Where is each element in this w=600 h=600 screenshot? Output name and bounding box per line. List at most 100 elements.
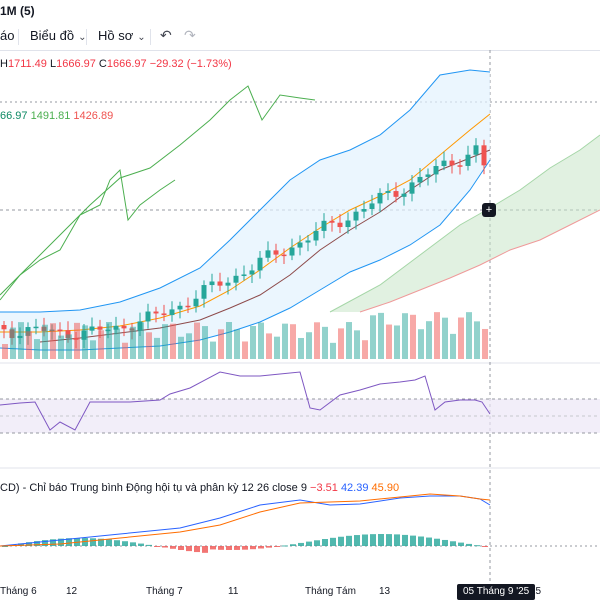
- close-value: 1666.97: [106, 58, 147, 70]
- candle-body: [481, 145, 487, 166]
- low-value: 1666.97: [56, 58, 96, 70]
- price-chart[interactable]: [0, 50, 600, 584]
- macd-histogram-bar: [202, 546, 208, 553]
- macd-histogram-bar: [242, 546, 248, 550]
- macd-histogram-bar: [2, 546, 8, 547]
- volume-bar: [290, 324, 296, 359]
- candle-body: [217, 281, 223, 286]
- macd-histogram-bar: [290, 544, 296, 546]
- candle-body: [457, 165, 463, 167]
- chart-type-label: Biểu đồ: [30, 28, 75, 43]
- profile-button[interactable]: Hồ sơ ⌄: [98, 28, 146, 43]
- volume-bar: [378, 312, 384, 359]
- ohlc-legend: H1711.49 L1666.97 C1666.97 −29.32 (−1.73…: [0, 58, 232, 70]
- x-axis-label: 11: [228, 586, 239, 597]
- volume-bar: [386, 324, 392, 359]
- macd-histogram-bar: [234, 546, 240, 550]
- candle-body: [273, 250, 279, 255]
- macd-histogram: [2, 534, 488, 553]
- volume-bar: [234, 329, 240, 359]
- profile-label: Hồ sơ: [98, 28, 134, 43]
- toolbar-partial-item[interactable]: áo: [0, 28, 15, 43]
- candle-body: [161, 313, 167, 316]
- candle-body: [345, 220, 351, 228]
- ma-value-1: 66.97: [0, 110, 28, 122]
- volume-bar: [82, 325, 88, 359]
- macd-histogram-bar: [26, 542, 32, 546]
- candle-body: [145, 311, 151, 322]
- candle-body: [393, 191, 399, 197]
- macd-legend-title: CD) - Chỉ báo Trung bình Động hội tụ và …: [0, 482, 239, 494]
- x-axis-label: Tháng 7: [146, 586, 183, 597]
- volume-bar: [330, 342, 336, 359]
- candle-body: [369, 203, 375, 210]
- candle-body: [417, 176, 423, 183]
- chikou-span: [0, 85, 316, 296]
- volume-bar: [450, 333, 456, 359]
- volume-bar: [402, 313, 408, 359]
- chevron-down-icon: ⌄: [78, 32, 87, 43]
- macd-histogram-bar: [394, 534, 400, 546]
- chart-type-button[interactable]: Biểu đồ ⌄: [30, 28, 86, 43]
- volume-bar: [202, 326, 208, 359]
- candle-body: [57, 329, 63, 332]
- macd-histogram-bar: [178, 546, 184, 551]
- macd-histogram-bar: [34, 541, 40, 546]
- volume-bar: [314, 322, 320, 359]
- volume-bar: [466, 312, 472, 359]
- high-label: H: [0, 58, 8, 70]
- macd-histogram-bar: [362, 534, 368, 546]
- macd-histogram-bar: [306, 541, 312, 546]
- macd-histogram-bar: [98, 538, 104, 546]
- volume-bar: [42, 324, 48, 359]
- crosshair-add-button[interactable]: +: [482, 203, 496, 217]
- redo-icon[interactable]: ↷: [184, 27, 196, 43]
- macd-histogram-bar: [194, 546, 200, 553]
- volume-bar: [346, 322, 352, 359]
- volume-bar: [266, 333, 272, 359]
- macd-hist-value: −3.51: [310, 482, 338, 494]
- macd-histogram-bar: [314, 540, 320, 546]
- macd-histogram-bar: [170, 546, 176, 549]
- candle-body: [113, 325, 119, 330]
- volume-bar: [418, 329, 424, 359]
- volume-bar: [2, 344, 8, 359]
- volume-bar: [186, 333, 192, 359]
- toolbar-separator: [86, 29, 87, 45]
- macd-histogram-bar: [434, 538, 440, 546]
- ma-value-3: 1426.89: [73, 110, 114, 122]
- macd-histogram-bar: [338, 536, 344, 546]
- undo-icon[interactable]: ↶: [160, 27, 172, 43]
- ma-value-2: 1491.81: [30, 110, 71, 122]
- macd-histogram-bar: [426, 537, 432, 546]
- macd-histogram-bar: [274, 546, 280, 547]
- volume-bar: [154, 337, 160, 359]
- volume-bar: [362, 340, 368, 359]
- volume-bar: [106, 322, 112, 359]
- macd-value: 42.39: [340, 482, 369, 494]
- macd-histogram-bar: [346, 535, 352, 546]
- candle-body: [169, 309, 175, 316]
- x-axis-label: 13: [379, 586, 391, 597]
- volume-bar: [138, 322, 144, 359]
- volume-bar: [162, 324, 168, 359]
- macd-histogram-bar: [162, 546, 168, 548]
- candle-body: [1, 325, 7, 330]
- candle-body: [281, 254, 287, 257]
- volume-bar: [26, 331, 32, 359]
- volume-bar: [130, 326, 136, 359]
- candle-body: [225, 282, 231, 286]
- candle-body: [409, 182, 415, 194]
- macd-histogram-bar: [250, 546, 256, 550]
- macd-histogram-bar: [226, 546, 232, 550]
- candle-body: [249, 270, 255, 275]
- volume-bar: [474, 321, 480, 359]
- candle-body: [321, 220, 327, 231]
- candle-body: [465, 154, 471, 166]
- volume-bar: [274, 336, 280, 359]
- macd-histogram-bar: [322, 539, 328, 546]
- macd-histogram-bar: [50, 539, 56, 546]
- candle-body: [353, 211, 359, 221]
- chikou-span-early: [0, 168, 176, 301]
- volume-bar: [282, 323, 288, 359]
